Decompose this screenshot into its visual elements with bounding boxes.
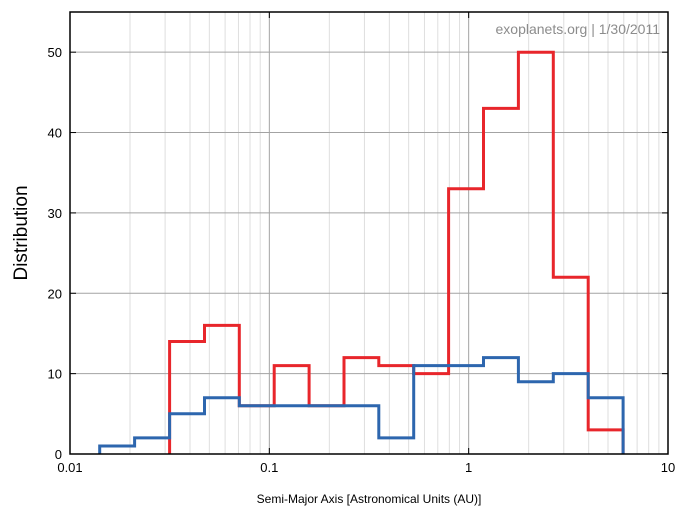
minor-grid [129,12,660,454]
y-tick-labels: 0 10 20 30 40 50 [48,45,62,462]
y-tick-label: 40 [48,126,62,141]
x-tick-label: 10 [661,460,675,475]
x-tick-labels: 0.01 0.1 1 10 [57,460,675,475]
histogram-series-2 [98,356,625,454]
major-grid [69,12,669,455]
y-tick-label: 50 [48,45,62,60]
x-tick-label: 0.01 [57,460,82,475]
y-tick-label: 10 [48,367,62,382]
chart-annotation: exoplanets.org | 1/30/2011 [496,21,661,37]
y-tick-label: 20 [48,286,62,301]
x-tick-label: 1 [465,460,472,475]
x-axis-label: Semi-Major Axis [Astronomical Units (AU)… [257,492,482,506]
x-tick-label: 0.1 [260,460,278,475]
histogram-series-1 [168,50,625,454]
tick-marks [69,12,669,455]
series-layer [98,50,625,454]
y-axis-label: Distribution [11,185,32,280]
y-tick-label: 30 [48,206,62,221]
y-tick-label: 0 [55,447,62,462]
plot-frame [69,11,669,455]
